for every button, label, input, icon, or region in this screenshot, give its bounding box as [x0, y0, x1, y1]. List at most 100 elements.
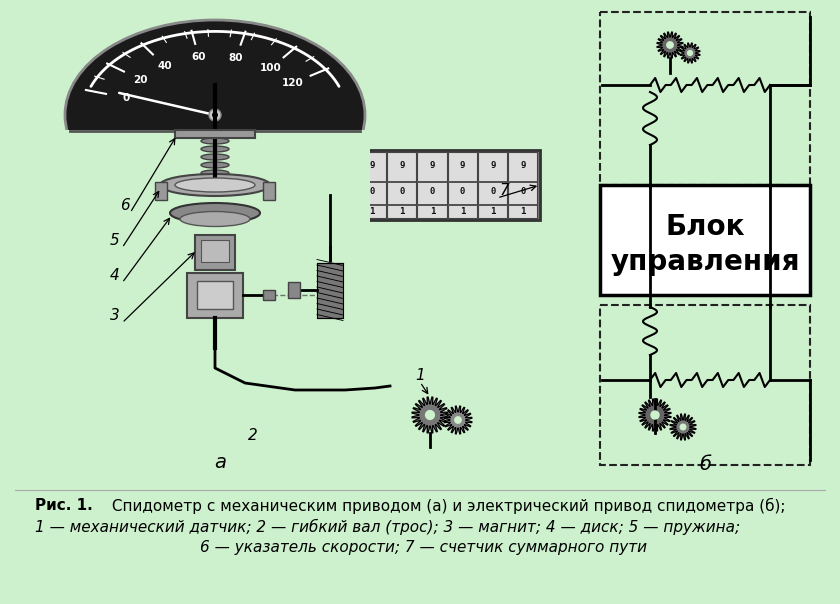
Text: 0: 0: [490, 187, 496, 196]
Bar: [600, 305, 810, 465]
Text: б: б: [699, 455, 711, 474]
Bar: [288, 282, 300, 298]
Text: 100: 100: [260, 63, 282, 73]
Text: 1: 1: [415, 368, 425, 383]
Bar: [478, 204, 507, 206]
Bar: [197, 281, 233, 309]
Bar: [263, 182, 275, 200]
Text: 20: 20: [134, 74, 148, 85]
Bar: [417, 152, 447, 218]
Text: 6: 6: [120, 198, 129, 213]
Ellipse shape: [170, 203, 260, 223]
Bar: [417, 204, 447, 206]
Text: 5: 5: [110, 233, 120, 248]
Circle shape: [651, 411, 659, 419]
Bar: [387, 181, 417, 183]
Text: 1: 1: [459, 207, 465, 216]
Text: 0: 0: [370, 187, 375, 196]
Bar: [357, 181, 386, 183]
Text: 0: 0: [430, 187, 435, 196]
Text: 6 — указатель скорости; 7 — счетчик суммарного пути: 6 — указатель скорости; 7 — счетчик сумм…: [200, 540, 647, 555]
Text: 60: 60: [192, 52, 206, 62]
Polygon shape: [639, 399, 671, 431]
Bar: [508, 181, 537, 183]
Bar: [417, 181, 447, 183]
Text: 9: 9: [370, 161, 375, 170]
Bar: [600, 185, 810, 295]
Text: 9: 9: [459, 161, 465, 170]
Text: 9: 9: [520, 161, 526, 170]
Bar: [448, 152, 476, 218]
Text: 7: 7: [500, 183, 510, 198]
Ellipse shape: [180, 211, 250, 226]
Bar: [448, 181, 476, 183]
Bar: [357, 152, 386, 218]
Text: а: а: [214, 453, 226, 472]
Bar: [448, 204, 476, 206]
Text: 2: 2: [248, 428, 258, 443]
Bar: [600, 12, 810, 185]
Bar: [478, 181, 507, 183]
Bar: [175, 130, 255, 138]
Text: 4: 4: [110, 268, 120, 283]
Text: 120: 120: [282, 78, 304, 88]
Ellipse shape: [201, 138, 229, 144]
Text: Рис. 1.: Рис. 1.: [35, 498, 92, 513]
Circle shape: [212, 112, 218, 118]
Polygon shape: [444, 406, 472, 434]
Bar: [155, 182, 167, 200]
Ellipse shape: [201, 146, 229, 152]
Circle shape: [680, 424, 685, 430]
Text: 0: 0: [520, 187, 526, 196]
Polygon shape: [680, 43, 700, 63]
Ellipse shape: [201, 170, 229, 176]
Text: 40: 40: [157, 60, 171, 71]
Ellipse shape: [201, 154, 229, 160]
Text: 0: 0: [123, 93, 129, 103]
Circle shape: [454, 417, 461, 423]
Ellipse shape: [175, 178, 255, 192]
Bar: [317, 263, 343, 318]
Text: 0: 0: [459, 187, 465, 196]
Text: 1: 1: [400, 207, 405, 216]
Text: 80: 80: [228, 53, 243, 63]
Bar: [60, 130, 370, 245]
Circle shape: [426, 411, 434, 419]
Bar: [187, 273, 243, 318]
Bar: [263, 290, 275, 300]
Text: 1: 1: [520, 207, 526, 216]
Ellipse shape: [65, 20, 365, 210]
Ellipse shape: [201, 130, 229, 136]
Circle shape: [667, 42, 673, 48]
Text: 0: 0: [400, 187, 405, 196]
Ellipse shape: [160, 174, 270, 196]
Circle shape: [688, 51, 692, 56]
Bar: [60, 131, 370, 246]
Bar: [195, 235, 235, 270]
Text: Спидометр с механическим приводом (а) и электрический привод спидометра (б);: Спидометр с механическим приводом (а) и …: [107, 498, 785, 514]
Ellipse shape: [201, 162, 229, 168]
Text: 9: 9: [400, 161, 405, 170]
Text: 9: 9: [430, 161, 435, 170]
Polygon shape: [412, 397, 448, 433]
Polygon shape: [657, 32, 683, 58]
Bar: [357, 204, 386, 206]
Bar: [508, 204, 537, 206]
Text: Блок: Блок: [665, 213, 745, 241]
Bar: [60, 130, 370, 245]
Bar: [387, 204, 417, 206]
Polygon shape: [670, 414, 696, 440]
Bar: [355, 150, 540, 220]
Bar: [508, 152, 537, 218]
Text: 1: 1: [490, 207, 496, 216]
Circle shape: [209, 109, 221, 121]
Text: 1: 1: [430, 207, 435, 216]
Text: 3: 3: [110, 308, 120, 323]
Text: 9: 9: [490, 161, 496, 170]
Text: 1: 1: [370, 207, 375, 216]
Text: управления: управления: [610, 248, 800, 276]
Text: 1 — механический датчик; 2 — гибкий вал (трос); 3 — магнит; 4 — диск; 5 — пружин: 1 — механический датчик; 2 — гибкий вал …: [35, 519, 740, 535]
Bar: [201, 240, 229, 262]
Bar: [478, 152, 507, 218]
Bar: [387, 152, 417, 218]
